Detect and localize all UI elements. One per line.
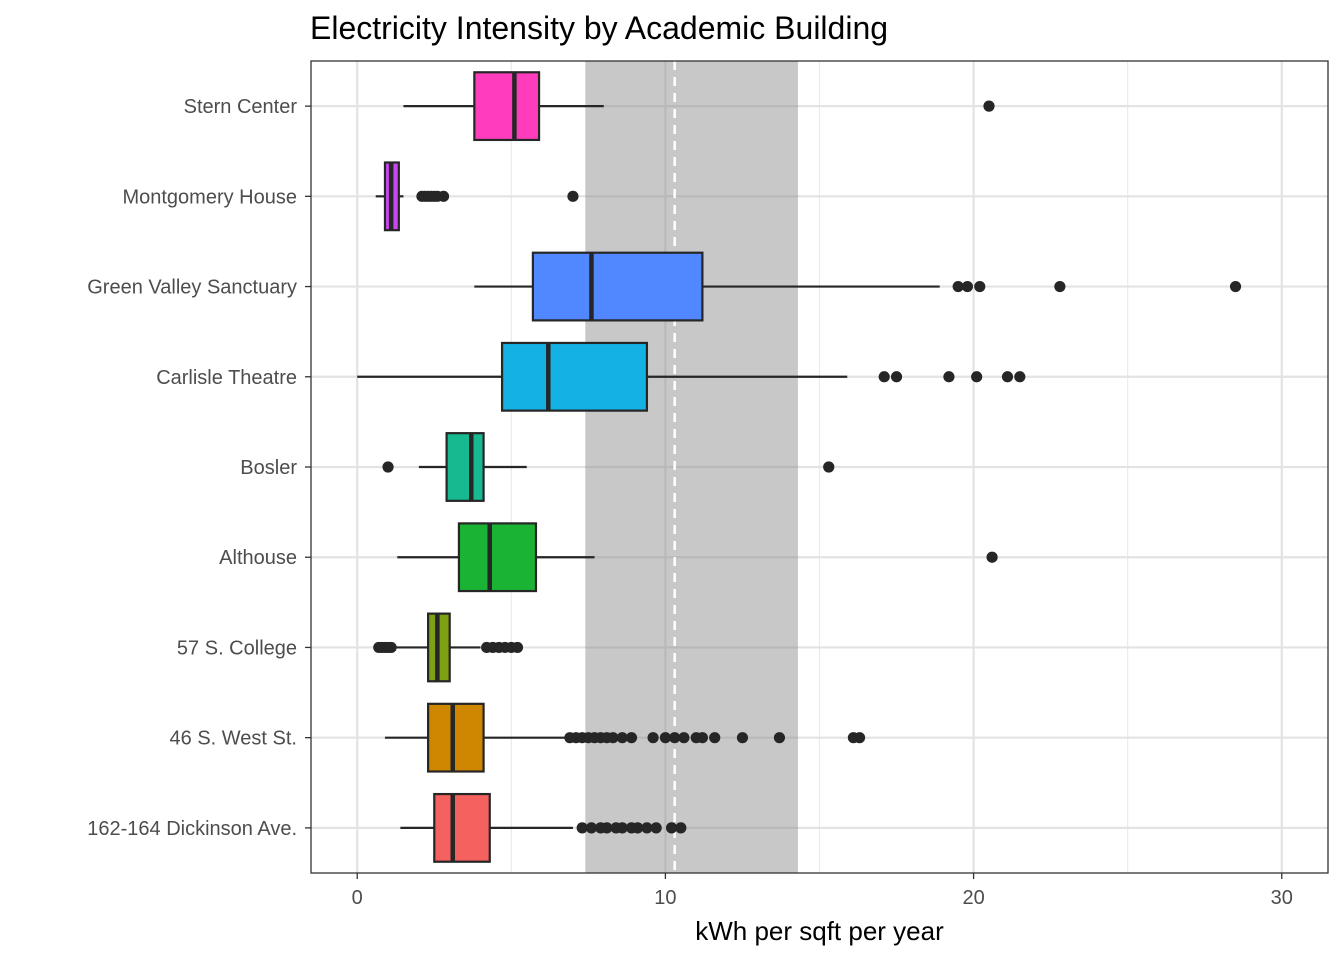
outlier-point [736,732,749,744]
outlier-point [647,732,659,744]
outlier-point [1001,371,1014,383]
outlier-point [382,461,394,473]
y-tick-label: Althouse [219,547,297,569]
y-tick-label: 162-164 Dickinson Ave. [87,818,297,840]
outlier-point [974,280,986,293]
y-tick-label: Montgomery House [122,186,297,208]
x-axis: 0 10 20 30 [352,873,1293,909]
outlier-point [616,732,628,744]
y-tick-label: 46 S. West St. [170,728,297,750]
box-iqr [473,71,541,142]
y-tick-label: Bosler [240,457,297,479]
x-tick-label: 30 [1271,887,1293,909]
box-iqr [457,522,538,593]
y-tick-label: Green Valley Sanctuary [87,277,297,299]
outlier-point [385,641,397,654]
outlier-point [437,190,450,202]
box-162-164-dickinson-ave- [400,792,687,863]
outlier-point [971,371,983,383]
box-montgomery-house [375,161,579,232]
x-tick-label: 10 [654,887,676,909]
outlier-point [823,461,835,473]
x-axis-title: kWh per sqft per year [695,916,944,946]
boxes-layer [357,71,1242,863]
box-carlisle-theatre [357,341,1026,412]
outlier-point [1014,371,1026,383]
outlier-point [696,732,708,744]
outlier-point [665,822,678,834]
outlier-point [773,732,786,744]
outlier-point [601,822,613,834]
outlier-point [675,822,687,834]
y-tick-label: Carlisle Theatre [156,367,297,389]
chart-title: Electricity Intensity by Academic Buildi… [310,10,888,46]
outlier-point [678,732,690,744]
outlier-point [1229,280,1242,293]
outlier-point [669,732,681,744]
box-iqr [427,702,485,773]
x-tick-label: 20 [962,887,984,909]
outlier-point [878,371,890,383]
outlier-point [607,732,619,744]
outlier-point [576,822,588,834]
outlier-point [641,822,653,834]
outlier-point [511,641,524,654]
y-tick-label: Stern Center [184,96,298,118]
outlier-point [659,732,672,744]
box-althouse [397,522,998,593]
outlier-point [585,822,598,834]
box-iqr [433,792,491,863]
outlier-point [650,822,662,834]
outlier-point [961,280,974,293]
box-iqr [500,341,649,412]
outlier-point [986,551,998,563]
box-57-s-college [373,612,524,683]
outlier-point [616,822,628,834]
outlier-point [567,190,579,202]
outlier-point [983,100,995,112]
outlier-point [890,371,903,383]
outlier-point [853,732,866,744]
box-iqr [531,251,704,322]
outlier-point [952,280,964,293]
box-green-valley-sanctuary [474,251,1242,322]
box-bosler [382,432,835,502]
outlier-point [625,732,638,744]
outlier-point [632,822,644,834]
outlier-point [1054,280,1066,293]
y-axis: Stern Center Montgomery House Green Valley… [87,96,311,840]
outlier-point [709,732,721,744]
y-tick-label: 57 S. College [177,637,297,659]
box-stern-center [403,71,995,142]
box-46-s-west-st- [384,702,866,773]
box-iqr [445,432,485,502]
x-tick-label: 0 [352,887,363,909]
outlier-point [943,371,955,383]
